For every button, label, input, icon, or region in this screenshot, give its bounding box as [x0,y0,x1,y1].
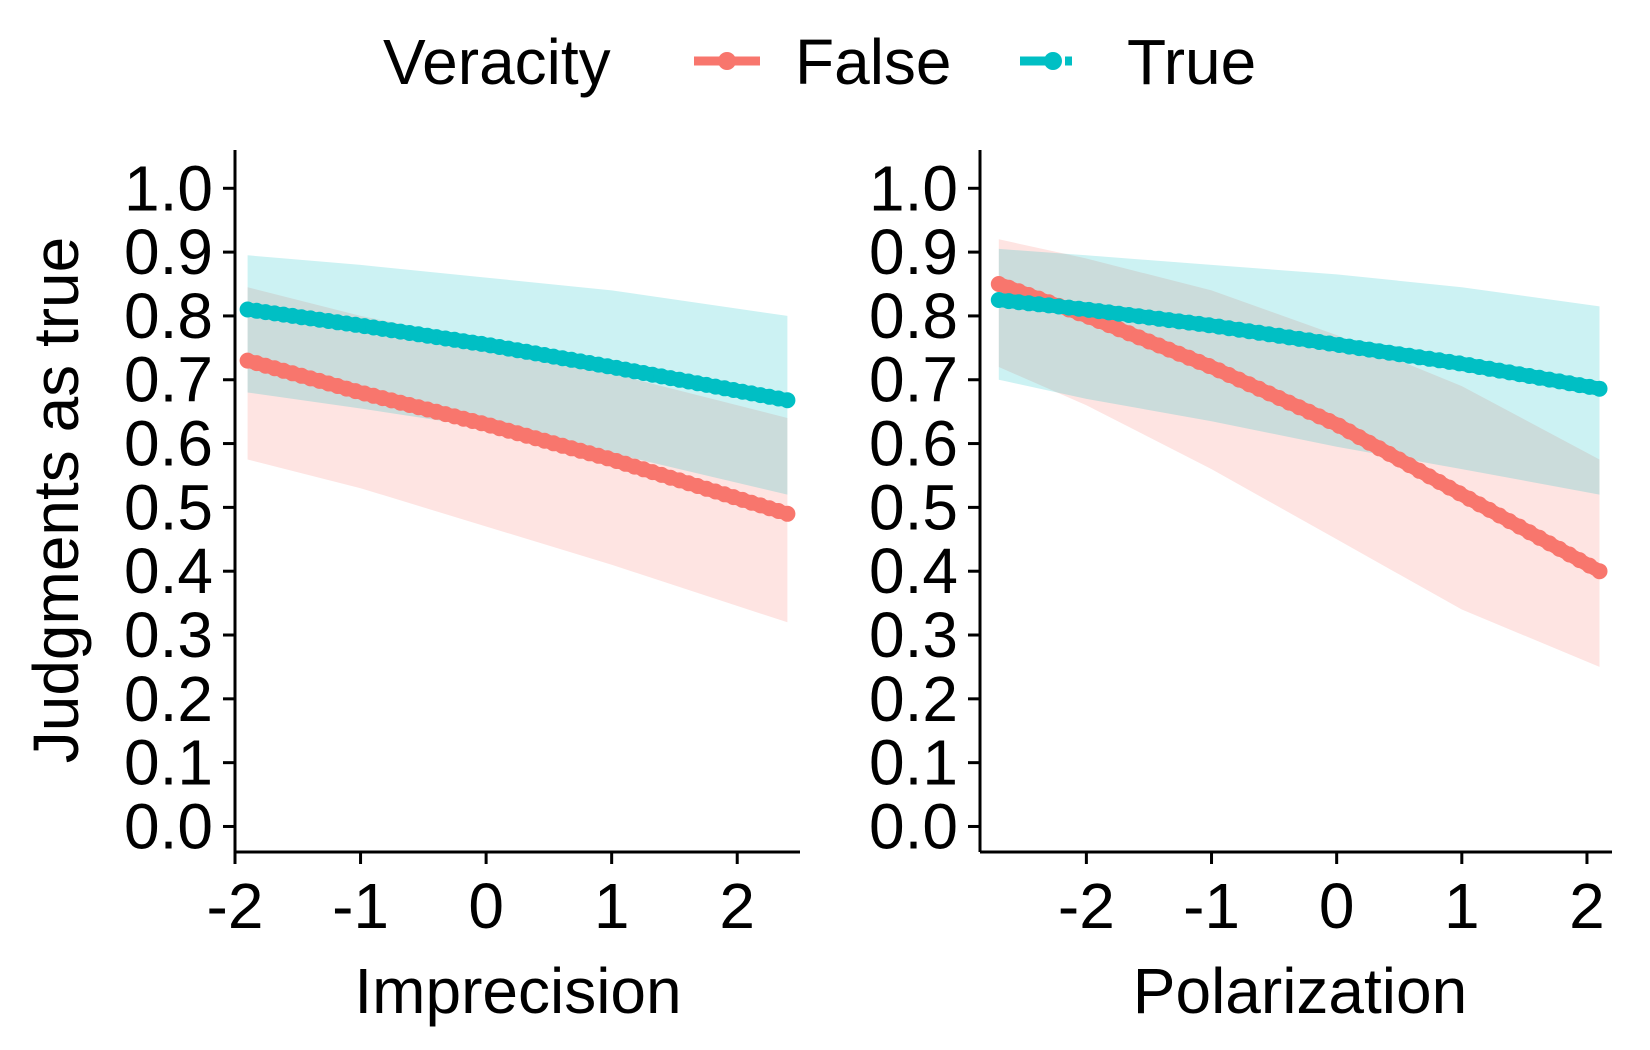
data-point-true [1591,380,1608,397]
y-tick-label: 0.7 [869,344,958,416]
y-tick-label: 0.7 [124,344,213,416]
legend-item-false: False [694,26,952,98]
y-tick-label: 0.4 [869,535,958,607]
y-tick-label: 0.0 [869,790,958,862]
y-tick-label: 0.3 [869,599,958,671]
y-tick-label: 0.0 [124,790,213,862]
y-tick-label: 1.0 [869,152,958,224]
y-tick-label: 0.9 [124,216,213,288]
legend-label-true: True [1127,26,1256,98]
legend-marker-false [718,52,736,70]
legend-label-false: False [795,26,952,98]
panel-imprecision-x-axis-title: Imprecision [354,955,681,1027]
x-tick-label: 1 [594,870,630,942]
x-tick-label: -2 [1058,870,1115,942]
data-point-true [779,392,796,409]
panel-polarization: 0.00.10.20.30.40.50.60.70.80.91.0 -2 -1 0 1… [869,150,1612,1027]
y-tick-label: 0.6 [124,408,213,480]
x-tick-label: 2 [719,870,755,942]
y-tick-label: 0.5 [124,471,213,543]
y-tick-label: 0.2 [869,663,958,735]
x-tick-label: -1 [332,870,389,942]
legend: Veracity False True [383,26,1256,98]
y-tick-label: 0.3 [124,599,213,671]
y-tick-label: 0.1 [869,727,958,799]
x-tick-label: 0 [1319,870,1355,942]
x-tick-label: 1 [1444,870,1480,942]
ci-band-true [247,255,788,495]
y-tick-label: 1.0 [124,152,213,224]
y-tick-label: 0.8 [124,280,213,352]
y-tick-label: 0.9 [869,216,958,288]
y-tick-label: 0.4 [124,535,213,607]
ci-band-false [247,287,788,623]
legend-marker-true [1044,52,1062,70]
data-point-false [779,505,796,522]
y-tick-label: 0.6 [869,408,958,480]
data-point-false [1591,563,1608,580]
x-tick-label: 2 [1569,870,1605,942]
y-axis-title: Judgments as true [20,237,92,764]
legend-title: Veracity [383,26,611,98]
legend-item-true: True [1020,26,1256,98]
x-tick-label: 0 [468,870,504,942]
panel-polarization-x-axis-title: Polarization [1133,955,1467,1027]
x-tick-label: -2 [207,870,264,942]
x-tick-label: -1 [1183,870,1240,942]
y-tick-label: 0.2 [124,663,213,735]
panel-imprecision: 0.00.10.20.30.40.50.60.70.80.91.0 -2 -1 0 1… [124,150,800,1027]
y-tick-label: 0.1 [124,727,213,799]
y-tick-label: 0.8 [869,280,958,352]
y-tick-label: 0.5 [869,471,958,543]
